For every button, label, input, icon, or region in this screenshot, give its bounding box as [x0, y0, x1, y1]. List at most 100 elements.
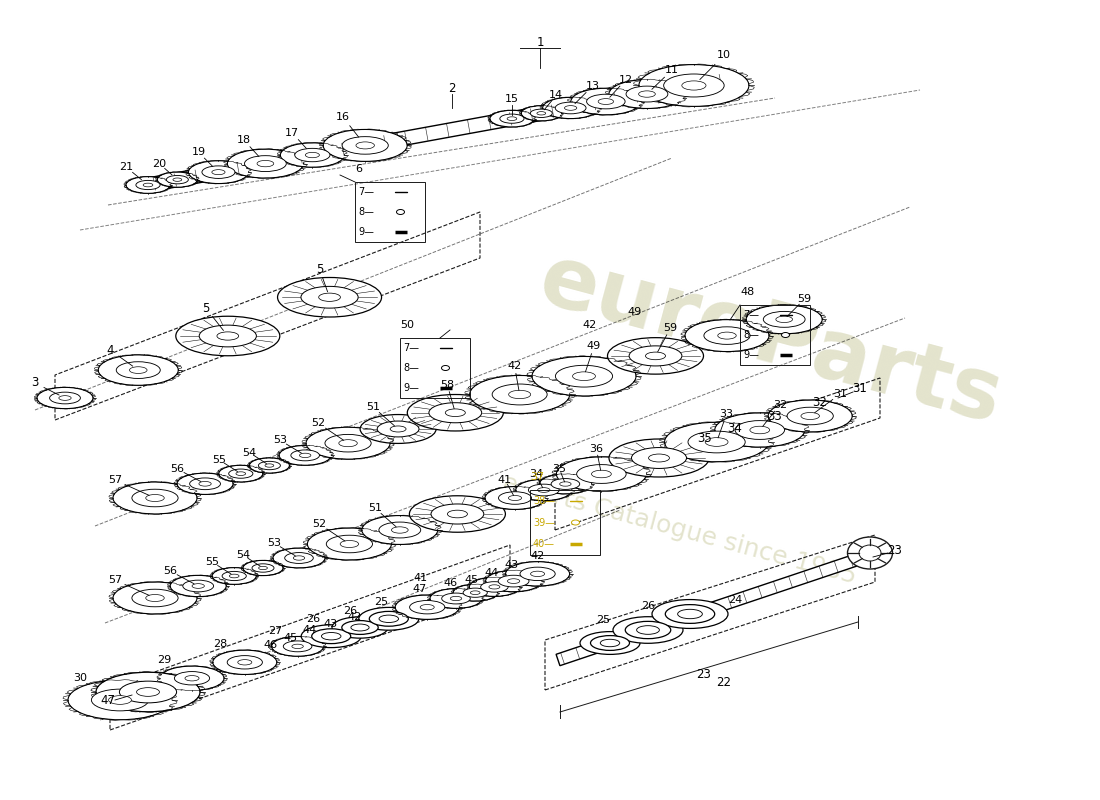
Text: 46: 46	[444, 578, 458, 589]
Ellipse shape	[516, 479, 572, 501]
Ellipse shape	[323, 130, 407, 162]
Text: 54: 54	[235, 550, 250, 560]
Ellipse shape	[776, 316, 793, 322]
Ellipse shape	[295, 148, 330, 162]
Ellipse shape	[228, 149, 304, 178]
Ellipse shape	[573, 372, 595, 381]
Ellipse shape	[157, 172, 197, 187]
Ellipse shape	[258, 462, 280, 470]
Ellipse shape	[626, 86, 668, 102]
Text: 31: 31	[833, 389, 847, 399]
Ellipse shape	[238, 660, 252, 665]
Ellipse shape	[272, 637, 323, 656]
Text: 9—: 9—	[358, 227, 374, 237]
Ellipse shape	[470, 375, 570, 414]
Ellipse shape	[490, 110, 534, 127]
Ellipse shape	[360, 414, 436, 443]
Ellipse shape	[409, 601, 444, 614]
Text: 42: 42	[507, 362, 521, 371]
Ellipse shape	[507, 117, 517, 121]
Ellipse shape	[339, 440, 358, 446]
Ellipse shape	[746, 305, 822, 334]
Text: 17: 17	[285, 128, 299, 138]
Text: 41: 41	[498, 475, 513, 485]
Text: 8—: 8—	[403, 363, 419, 373]
Ellipse shape	[199, 482, 211, 486]
Ellipse shape	[299, 453, 311, 458]
Text: 8—: 8—	[742, 330, 759, 340]
Ellipse shape	[212, 650, 277, 674]
Ellipse shape	[409, 496, 505, 532]
Ellipse shape	[532, 357, 636, 396]
Text: 53: 53	[273, 435, 287, 446]
Ellipse shape	[446, 409, 465, 417]
Text: 16: 16	[337, 113, 350, 122]
Text: 9—: 9—	[742, 350, 759, 360]
Text: 26: 26	[641, 601, 656, 611]
Ellipse shape	[370, 611, 408, 626]
Ellipse shape	[688, 431, 745, 453]
Ellipse shape	[750, 426, 770, 434]
Ellipse shape	[768, 400, 852, 432]
Ellipse shape	[58, 396, 72, 400]
Text: 14: 14	[549, 90, 563, 100]
Text: 26: 26	[306, 614, 320, 624]
Ellipse shape	[678, 610, 703, 618]
Ellipse shape	[321, 633, 341, 640]
Ellipse shape	[68, 680, 172, 720]
Ellipse shape	[257, 161, 274, 166]
Ellipse shape	[607, 338, 704, 374]
Ellipse shape	[625, 622, 671, 638]
Text: 35: 35	[697, 431, 713, 445]
Text: 53: 53	[267, 538, 280, 548]
Text: 48: 48	[740, 287, 755, 297]
Ellipse shape	[649, 454, 670, 462]
Ellipse shape	[342, 137, 388, 154]
Ellipse shape	[212, 568, 256, 584]
Text: 7—: 7—	[403, 343, 419, 353]
Text: 18: 18	[236, 134, 251, 145]
Ellipse shape	[560, 482, 571, 486]
Ellipse shape	[664, 422, 769, 462]
Text: 57: 57	[108, 475, 122, 485]
Bar	[530, 490, 600, 555]
Ellipse shape	[685, 320, 769, 351]
Ellipse shape	[763, 311, 805, 327]
Ellipse shape	[557, 457, 647, 491]
Ellipse shape	[37, 387, 94, 409]
Text: 52: 52	[311, 418, 326, 428]
Ellipse shape	[537, 112, 546, 115]
Bar	[400, 338, 470, 398]
Bar	[355, 182, 425, 242]
Ellipse shape	[185, 675, 199, 681]
Ellipse shape	[431, 504, 484, 524]
Ellipse shape	[507, 578, 520, 583]
Text: a Parts Catalogue since 1985: a Parts Catalogue since 1985	[500, 471, 859, 589]
Text: 8—: 8—	[358, 207, 374, 217]
Ellipse shape	[290, 450, 319, 461]
Ellipse shape	[252, 564, 274, 572]
Text: 31: 31	[852, 382, 868, 394]
Ellipse shape	[236, 472, 245, 475]
Ellipse shape	[639, 91, 656, 98]
Text: 7—: 7—	[742, 310, 759, 320]
Ellipse shape	[556, 366, 613, 387]
Text: 50: 50	[400, 320, 414, 330]
Text: 36: 36	[590, 444, 604, 454]
Ellipse shape	[192, 584, 205, 588]
Ellipse shape	[429, 402, 482, 422]
Text: 10: 10	[717, 50, 730, 61]
Text: 44: 44	[302, 625, 317, 635]
Ellipse shape	[273, 548, 324, 568]
Ellipse shape	[132, 590, 178, 606]
Text: 6: 6	[355, 164, 362, 174]
Ellipse shape	[173, 178, 182, 182]
Text: 12: 12	[619, 74, 632, 85]
Text: 47: 47	[412, 584, 427, 594]
Ellipse shape	[324, 434, 371, 452]
Ellipse shape	[170, 575, 227, 597]
Polygon shape	[557, 552, 864, 666]
Ellipse shape	[50, 392, 80, 404]
Text: 30: 30	[73, 673, 87, 683]
Ellipse shape	[319, 293, 340, 302]
